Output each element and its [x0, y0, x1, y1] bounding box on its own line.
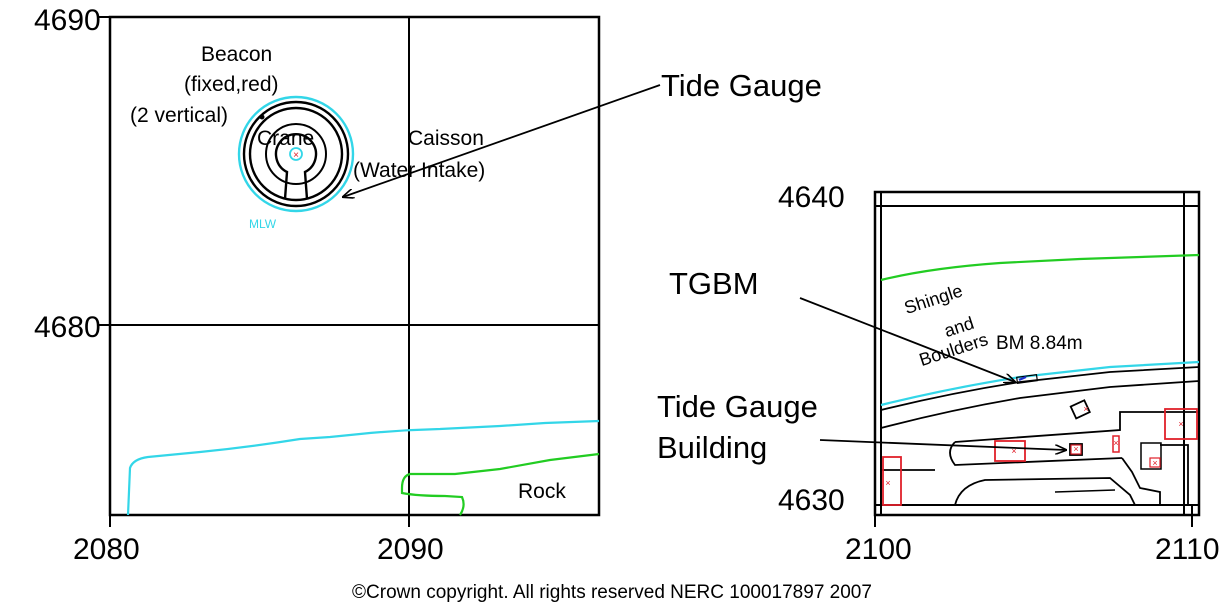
caisson-label: Caisson: [408, 127, 484, 150]
caisson-outer-ring: [242, 100, 350, 208]
right-map: × × × × × × ×: [799, 190, 1201, 527]
left-map-frame: [108, 15, 601, 517]
x-tick-2090: 2090: [377, 533, 444, 566]
tide-gauge-arrow: [343, 84, 661, 197]
structure: [1112, 435, 1120, 453]
mlw-circle: [237, 95, 355, 213]
structure: [1069, 399, 1091, 420]
svg-text:×: ×: [1083, 404, 1088, 414]
copyright-notice: ©Crown copyright. All rights reserved NE…: [352, 582, 872, 603]
crane-track: [274, 133, 318, 200]
structure-crosses: × × × × × × ×: [885, 404, 1183, 488]
tide-gauge-building-callout-line2: Building: [657, 430, 768, 465]
vegetation-line: [880, 253, 1200, 282]
beacon-fixed-red-label: (fixed,red): [184, 73, 279, 96]
structure: [994, 440, 1026, 462]
y-tick-4680: 4680: [34, 311, 101, 344]
tide-gauge-marker: [289, 147, 303, 161]
structure: [882, 456, 902, 506]
svg-text:×: ×: [885, 478, 890, 488]
crane-label: Crane: [257, 127, 315, 150]
svg-text:×: ×: [1073, 444, 1078, 454]
right-map-frame-outer: [873, 190, 1201, 517]
crane-ring: [265, 123, 327, 185]
tide-gauge-callout: Tide Gauge: [661, 68, 822, 103]
svg-text:×: ×: [1011, 446, 1016, 456]
x-tick-2100: 2100: [845, 533, 912, 566]
building-arrow: [819, 439, 1066, 450]
svg-text:×: ×: [1113, 438, 1118, 448]
mlw-coastline: [126, 419, 600, 516]
svg-text:×: ×: [1178, 419, 1183, 429]
y-tick-4640: 4640: [778, 181, 845, 214]
y-tick-4630: 4630: [778, 484, 845, 517]
tide-gauge-building-callout-line1: Tide Gauge: [657, 389, 818, 424]
tgbm-callout: TGBM: [669, 266, 759, 301]
mlw-label: MLW: [249, 217, 277, 231]
beacon-label: Beacon: [201, 43, 273, 66]
bm-label: BM 8.84m: [996, 333, 1083, 354]
tgbm-marker: [1018, 375, 1027, 382]
caisson-inner-ring: [248, 106, 344, 202]
left-map: ×: [99, 15, 661, 527]
x-tick-2080: 2080: [73, 533, 140, 566]
structure: [1164, 408, 1198, 440]
beacon-two-vertical-label: (2 vertical): [130, 104, 229, 127]
tgbm-arrow: [799, 297, 1015, 382]
x-tick-2110: 2110: [1155, 533, 1220, 566]
y-tick-4690: 4690: [34, 4, 101, 37]
tide-gauge-building-marker: [1069, 443, 1083, 456]
water-intake-label: (Water Intake): [353, 159, 486, 182]
rock-label: Rock: [518, 480, 566, 503]
svg-text:×: ×: [1152, 458, 1157, 468]
beacon-dot: [259, 114, 265, 120]
rock-outline: [400, 452, 600, 516]
gauge-cross: ×: [293, 150, 299, 161]
